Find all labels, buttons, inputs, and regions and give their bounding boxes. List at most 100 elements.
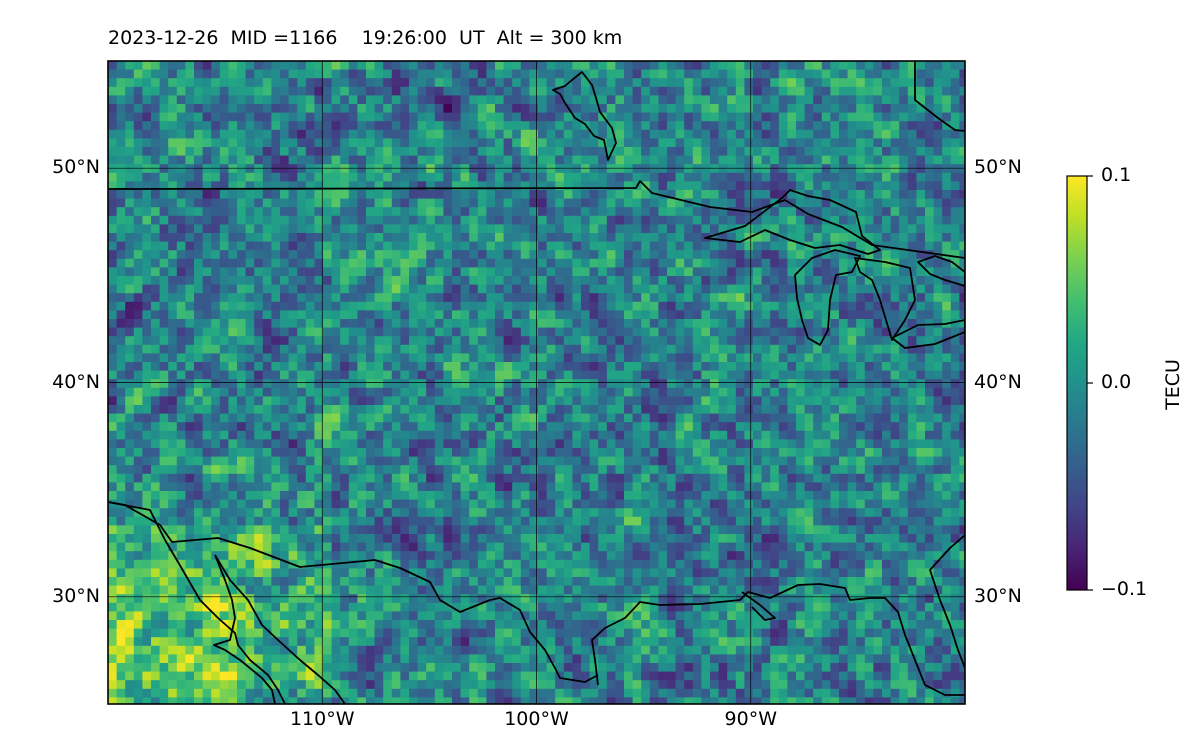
tec-cell: [821, 422, 831, 432]
tec-cell: [520, 276, 530, 286]
tec-cell: [942, 121, 952, 131]
tec-cell: [348, 155, 358, 165]
tec-cell: [512, 310, 522, 320]
tec-cell: [624, 379, 634, 389]
tec-cell: [830, 233, 840, 243]
tec-cell: [151, 482, 161, 492]
tec-cell: [185, 258, 195, 268]
tec-cell: [374, 250, 384, 260]
tec-cell: [168, 370, 178, 380]
tec-cell: [305, 379, 315, 389]
tec-cell: [168, 78, 178, 88]
tec-cell: [581, 181, 591, 191]
tec-cell: [305, 78, 315, 88]
tec-cell: [546, 405, 556, 415]
tec-cell: [710, 336, 720, 346]
tec-cell: [864, 172, 874, 182]
tec-cell: [211, 448, 221, 458]
tec-cell: [563, 155, 573, 165]
tec-cell: [125, 319, 135, 329]
tec-cell: [572, 258, 582, 268]
tec-cell: [254, 293, 264, 303]
tec-cell: [684, 147, 694, 157]
tec-cell: [383, 129, 393, 139]
tec-cell: [202, 439, 212, 449]
tec-cell: [856, 215, 866, 225]
tec-cell: [159, 430, 169, 440]
tec-cell: [495, 353, 505, 363]
tec-cell: [426, 95, 436, 105]
tec-cell: [667, 69, 677, 79]
tec-cell: [331, 370, 341, 380]
tec-cell: [469, 198, 479, 208]
tec-cell: [744, 422, 754, 432]
tec-cell: [254, 86, 264, 96]
tec-cell: [133, 121, 143, 131]
tec-cell: [305, 198, 315, 208]
tec-cell: [864, 112, 874, 122]
tec-cell: [675, 233, 685, 243]
tec-cell: [581, 473, 591, 483]
tec-cell: [314, 224, 324, 234]
tec-cell: [288, 344, 298, 354]
tec-cell: [804, 344, 814, 354]
tec-cell: [804, 293, 814, 303]
tec-cell: [589, 336, 599, 346]
tec-cell: [933, 396, 943, 406]
tec-cell: [770, 301, 780, 311]
tec-cell: [176, 413, 186, 423]
tec-cell: [262, 422, 272, 432]
tec-cell: [176, 147, 186, 157]
tec-cell: [735, 482, 745, 492]
tec-cell: [443, 207, 453, 217]
tec-cell: [142, 112, 152, 122]
tec-cell: [692, 413, 702, 423]
tec-cell: [847, 353, 857, 363]
tec-cell: [469, 181, 479, 191]
tec-cell: [262, 465, 272, 475]
tec-cell: [108, 353, 118, 363]
tec-cell: [228, 482, 238, 492]
tec-cell: [649, 448, 659, 458]
tec-cell: [950, 319, 960, 329]
tec-cell: [452, 155, 462, 165]
tec-cell: [417, 61, 427, 71]
tec-cell: [503, 353, 513, 363]
tec-cell: [873, 138, 883, 148]
tec-cell: [813, 155, 823, 165]
tec-cell: [744, 121, 754, 131]
tec-cell: [477, 86, 487, 96]
tec-cell: [624, 172, 634, 182]
tec-cell: [589, 258, 599, 268]
tec-cell: [452, 121, 462, 131]
tec-cell: [348, 405, 358, 415]
tec-cell: [761, 353, 771, 363]
tec-cell: [383, 198, 393, 208]
tec-cell: [804, 224, 814, 234]
tec-cell: [839, 344, 849, 354]
tec-cell: [804, 190, 814, 200]
tec-cell: [108, 61, 118, 71]
tec-cell: [297, 138, 307, 148]
tec-cell: [469, 482, 479, 492]
tec-cell: [606, 448, 616, 458]
tec-cell: [374, 387, 384, 397]
tec-cell: [916, 129, 926, 139]
tec-cell: [477, 207, 487, 217]
tec-cell: [271, 413, 281, 423]
tec-cell: [460, 319, 470, 329]
tec-cell: [546, 301, 556, 311]
tec-cell: [641, 301, 651, 311]
tec-cell: [727, 181, 737, 191]
tec-cell: [434, 473, 444, 483]
tec-cell: [710, 362, 720, 372]
tec-cell: [675, 207, 685, 217]
tec-cell: [632, 61, 642, 71]
tec-cell: [288, 465, 298, 475]
tec-cell: [305, 319, 315, 329]
tec-cell: [658, 284, 668, 294]
tec-cell: [624, 362, 634, 372]
tec-cell: [572, 215, 582, 225]
tec-cell: [202, 61, 212, 71]
tec-cell: [495, 250, 505, 260]
